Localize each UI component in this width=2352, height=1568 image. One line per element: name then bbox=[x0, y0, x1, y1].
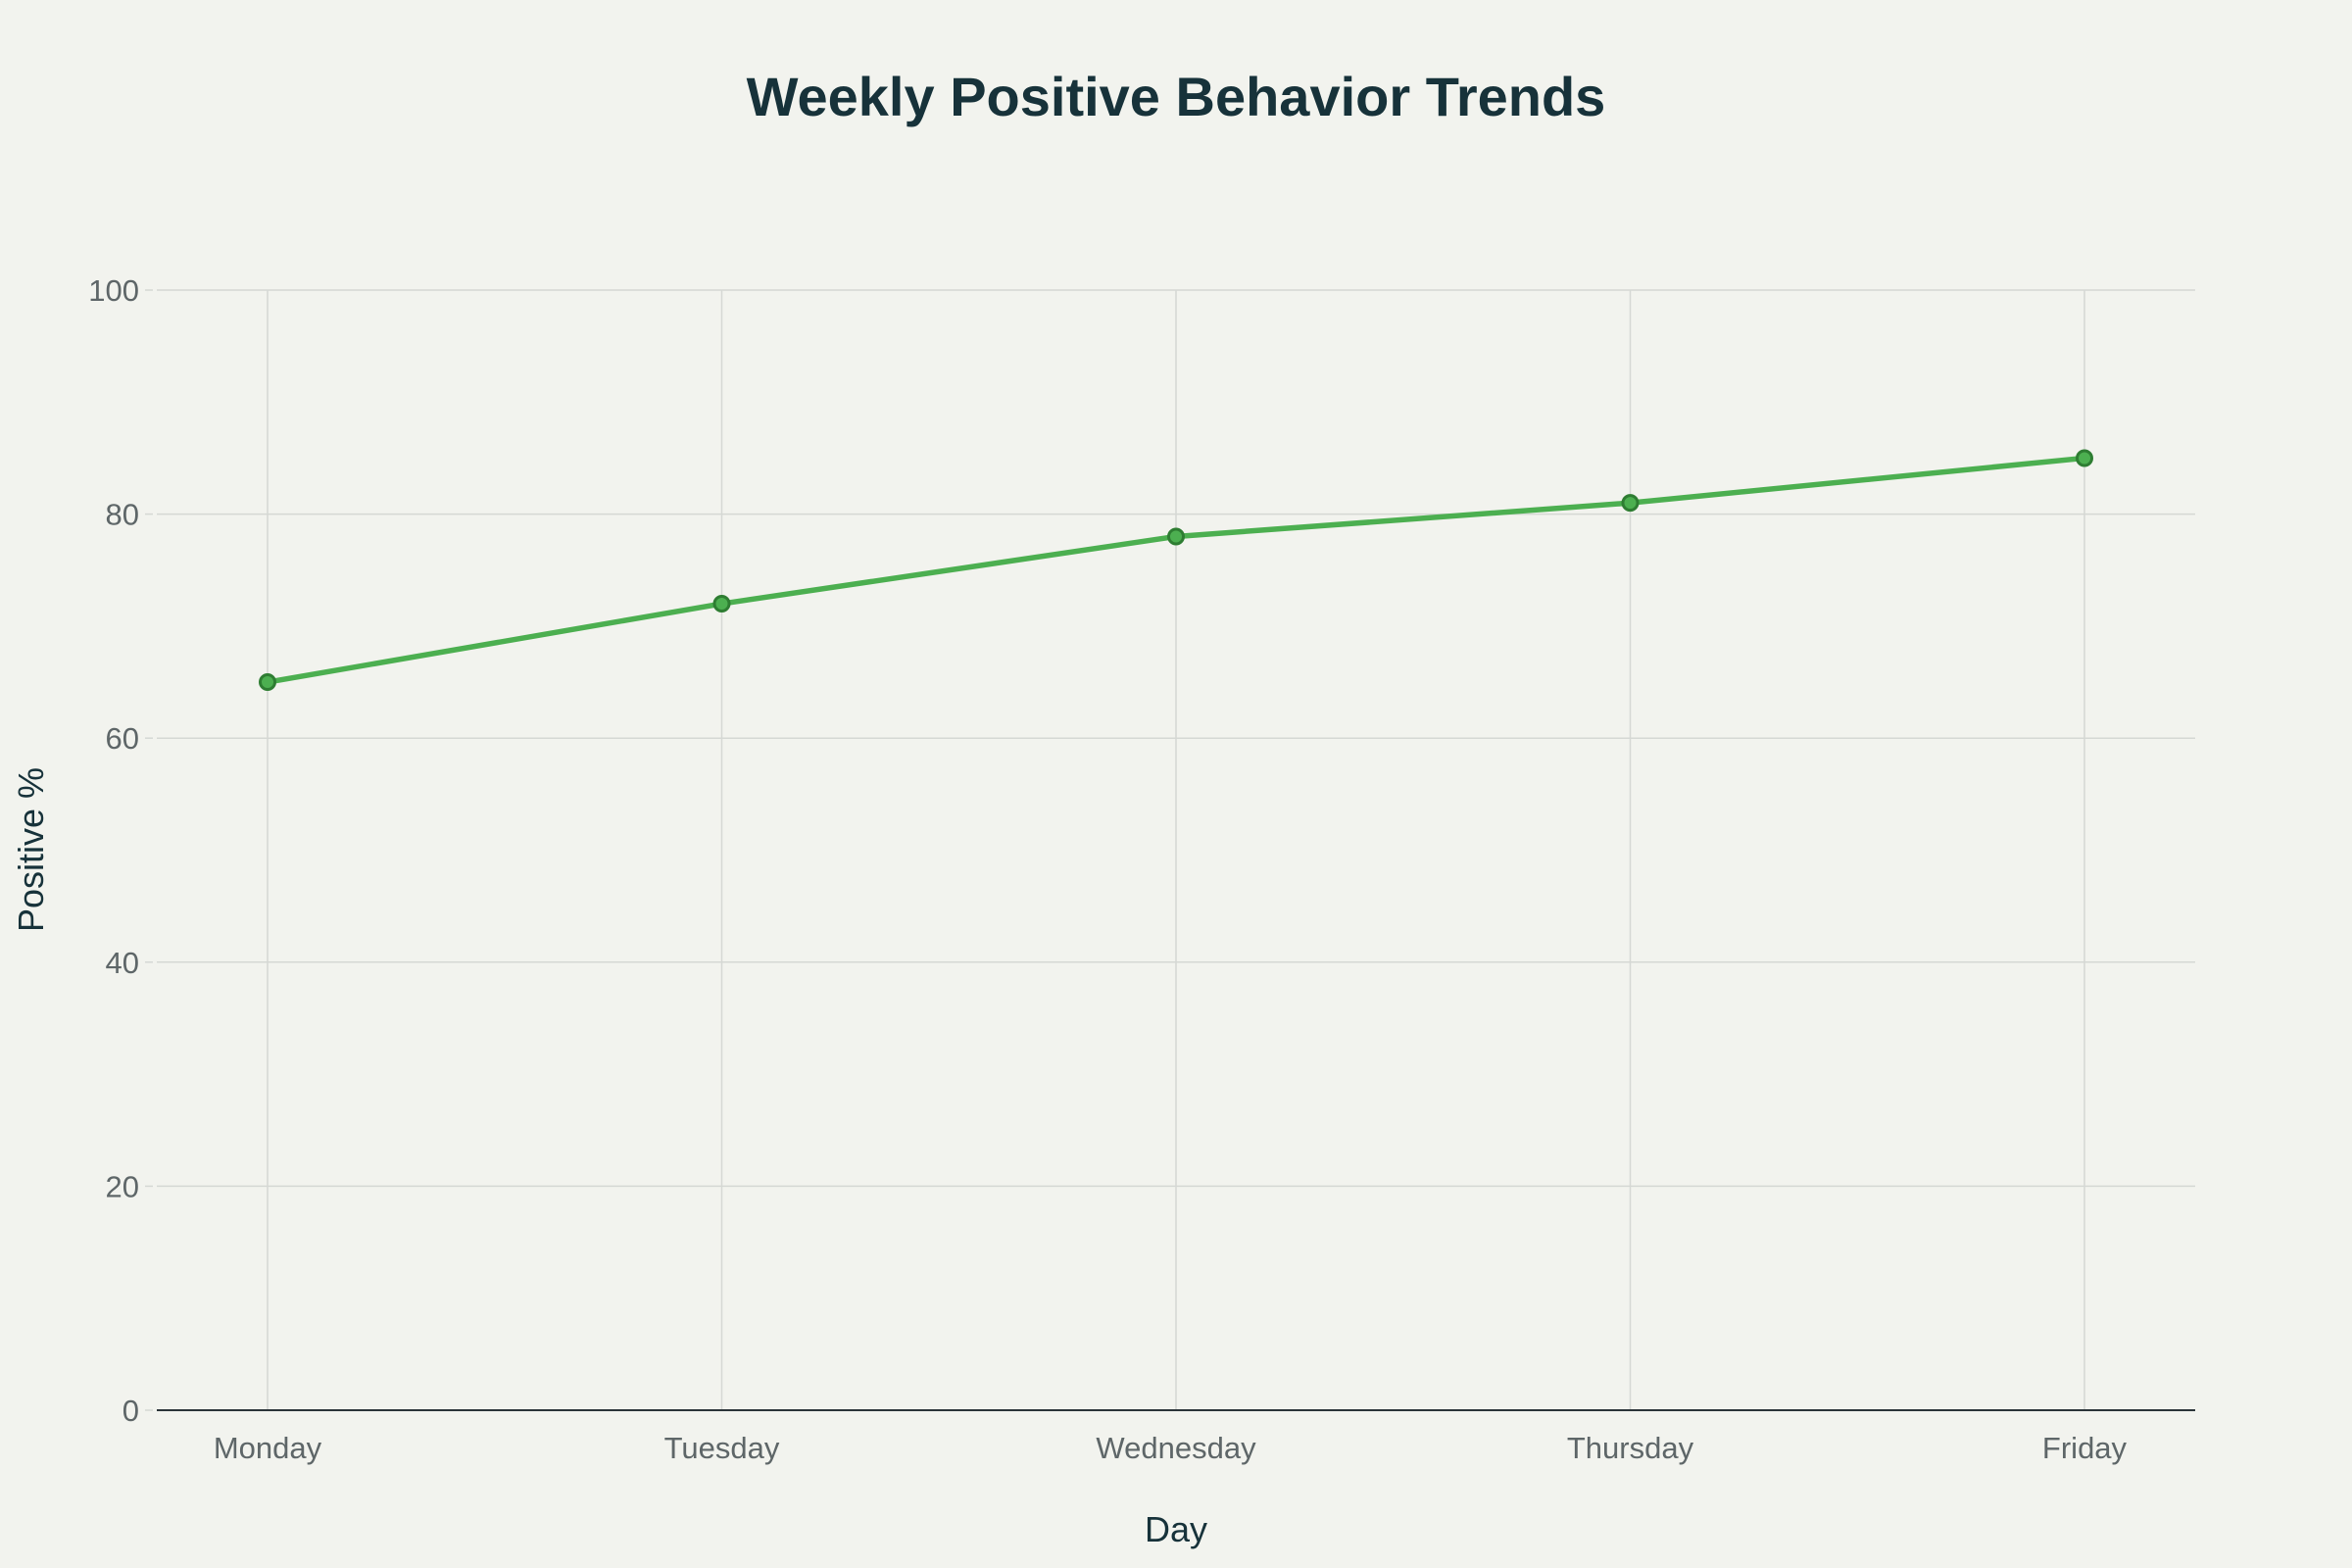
series-layer bbox=[259, 449, 2093, 692]
y-tick-label: 40 bbox=[106, 946, 139, 980]
y-tick-label: 80 bbox=[106, 498, 139, 532]
x-tick-label: Wednesday bbox=[1096, 1431, 1256, 1465]
data-point bbox=[2076, 449, 2093, 467]
y-tick-label: 60 bbox=[106, 721, 139, 756]
y-tick-label: 20 bbox=[106, 1169, 139, 1203]
axes: 0 20 40 60 80 100 Monday Tuesday Wednesday Thursd… bbox=[88, 273, 2195, 1465]
y-tick-label: 0 bbox=[122, 1394, 139, 1428]
y-tick-label: 100 bbox=[88, 273, 139, 308]
data-point bbox=[1167, 527, 1185, 546]
x-tick-label: Friday bbox=[2042, 1431, 2128, 1465]
chart-title: Weekly Positive Behavior Trends bbox=[747, 66, 1606, 127]
data-point bbox=[1621, 494, 1640, 513]
data-point bbox=[712, 595, 731, 613]
grid bbox=[157, 289, 2195, 1410]
x-tick-label: Monday bbox=[214, 1431, 322, 1465]
x-tick-label: Tuesday bbox=[664, 1431, 780, 1465]
x-tick-label: Thursday bbox=[1567, 1431, 1694, 1465]
data-point bbox=[259, 673, 276, 692]
x-axis-title: Day bbox=[1145, 1509, 1207, 1549]
y-axis-title: Positive % bbox=[11, 767, 51, 932]
